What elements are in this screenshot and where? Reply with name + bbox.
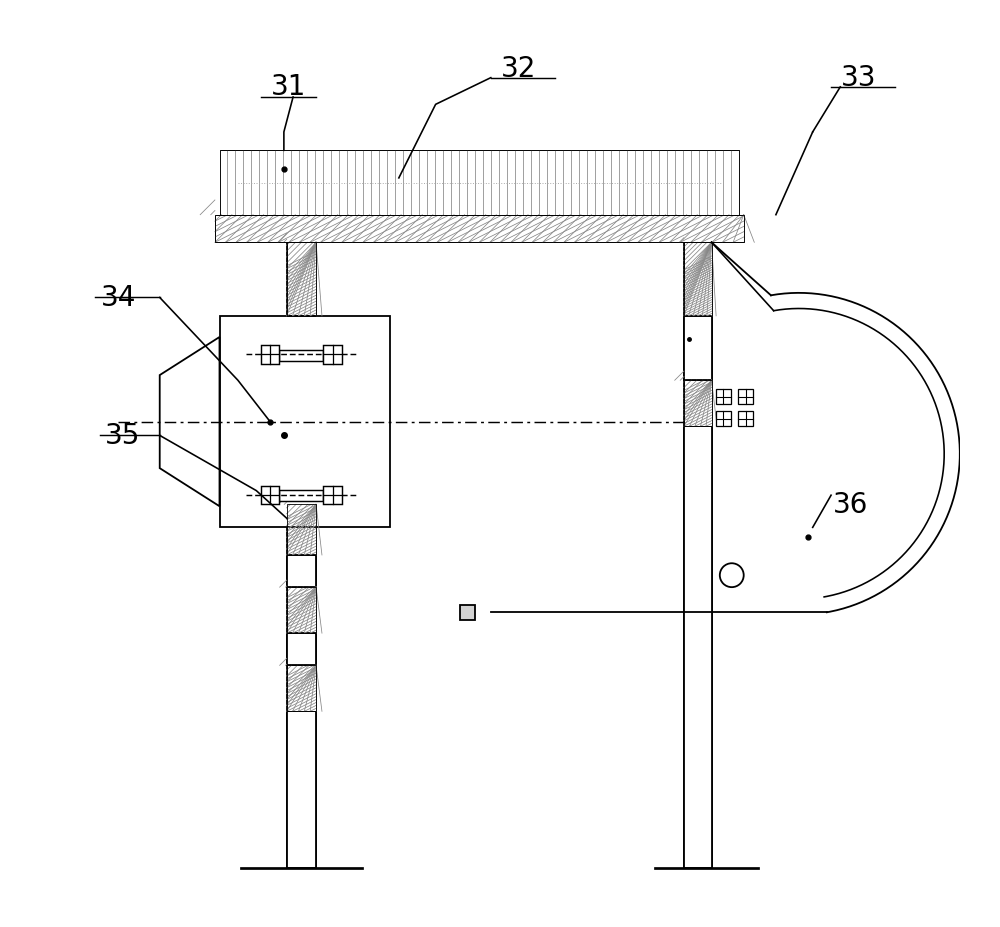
Bar xyxy=(287,588,316,633)
Bar xyxy=(287,316,316,390)
Bar xyxy=(287,243,316,316)
Bar xyxy=(287,555,316,588)
Bar xyxy=(684,381,712,426)
Polygon shape xyxy=(160,337,220,507)
Bar xyxy=(287,666,316,712)
Bar xyxy=(684,381,712,426)
Bar xyxy=(738,413,753,426)
Bar xyxy=(716,390,731,405)
Text: 32: 32 xyxy=(501,55,536,83)
Bar xyxy=(220,151,739,215)
Bar xyxy=(215,215,744,243)
Bar xyxy=(323,346,342,364)
Bar xyxy=(684,243,712,316)
Bar xyxy=(287,712,316,868)
Bar xyxy=(215,215,744,243)
Bar xyxy=(220,151,739,215)
Text: 35: 35 xyxy=(105,422,141,450)
Bar xyxy=(684,243,712,316)
Bar xyxy=(215,215,744,243)
Text: 31: 31 xyxy=(271,73,306,101)
Bar xyxy=(684,316,712,381)
Bar xyxy=(287,666,316,712)
Text: 34: 34 xyxy=(101,285,136,312)
Bar xyxy=(684,243,712,316)
Bar xyxy=(279,490,323,502)
Bar xyxy=(684,426,712,868)
Bar xyxy=(287,666,316,712)
Bar xyxy=(287,633,316,666)
Text: 36: 36 xyxy=(833,491,868,519)
Bar xyxy=(287,243,316,316)
Bar xyxy=(323,487,342,505)
Bar xyxy=(287,505,316,555)
Bar xyxy=(261,346,279,364)
Circle shape xyxy=(720,564,744,588)
Bar xyxy=(279,350,323,362)
Bar xyxy=(716,413,731,426)
Bar xyxy=(460,605,475,620)
Bar xyxy=(287,505,316,555)
Bar xyxy=(287,505,316,555)
Bar xyxy=(261,487,279,505)
Bar xyxy=(738,390,753,405)
Text: 33: 33 xyxy=(841,64,876,92)
Bar xyxy=(287,243,316,868)
Bar xyxy=(287,588,316,633)
Bar xyxy=(287,243,316,316)
Bar xyxy=(684,381,712,426)
Bar xyxy=(684,243,712,868)
Bar xyxy=(287,588,316,633)
Bar xyxy=(220,316,390,527)
